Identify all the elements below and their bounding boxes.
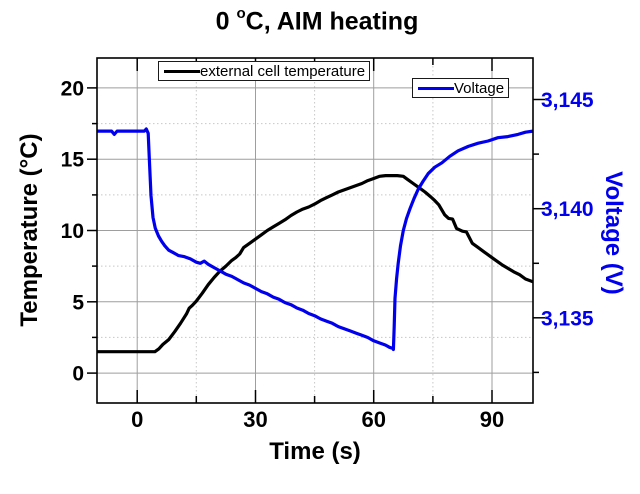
legend-temperature-label: external cell temperature [200, 62, 366, 80]
x-axis-label: Time (s) [269, 438, 361, 465]
legend-voltage: Voltage [412, 78, 510, 98]
voltage-line-sample [418, 86, 454, 90]
y-left-tick-label: 5 [72, 291, 84, 314]
temperature-curve [97, 174, 533, 354]
x-tick-label: 90 [480, 407, 504, 432]
y-left-tick-label: 0 [72, 363, 84, 386]
y-left-tick-label: 10 [61, 220, 84, 243]
legend-voltage-label: Voltage [454, 79, 505, 97]
y-left-tick-label: 15 [61, 149, 85, 172]
title-prefix: 0 [215, 7, 237, 36]
y-left-tick-label: 20 [61, 77, 84, 100]
y-right-tick-label: 3,145 [541, 89, 594, 112]
y-axis-label-right: Voltage (V) [600, 171, 627, 295]
temperature-line-sample [164, 69, 200, 73]
chart-title: 0 oC, AIM heating [0, 5, 634, 36]
x-tick-label: 60 [361, 407, 385, 432]
x-tick-label: 30 [243, 407, 267, 432]
title-degree-sup: o [236, 5, 246, 22]
y-axis-label-left: Temperature (°C) [16, 133, 43, 327]
x-tick-label: 0 [131, 407, 143, 432]
y-right-tick-label: 3,135 [541, 307, 594, 330]
voltage-curve [97, 127, 533, 352]
title-suffix: C, AIM heating [245, 7, 419, 36]
y-right-tick-label: 3,140 [541, 198, 594, 221]
legend-external-cell-temperature: external cell temperature [158, 61, 371, 81]
